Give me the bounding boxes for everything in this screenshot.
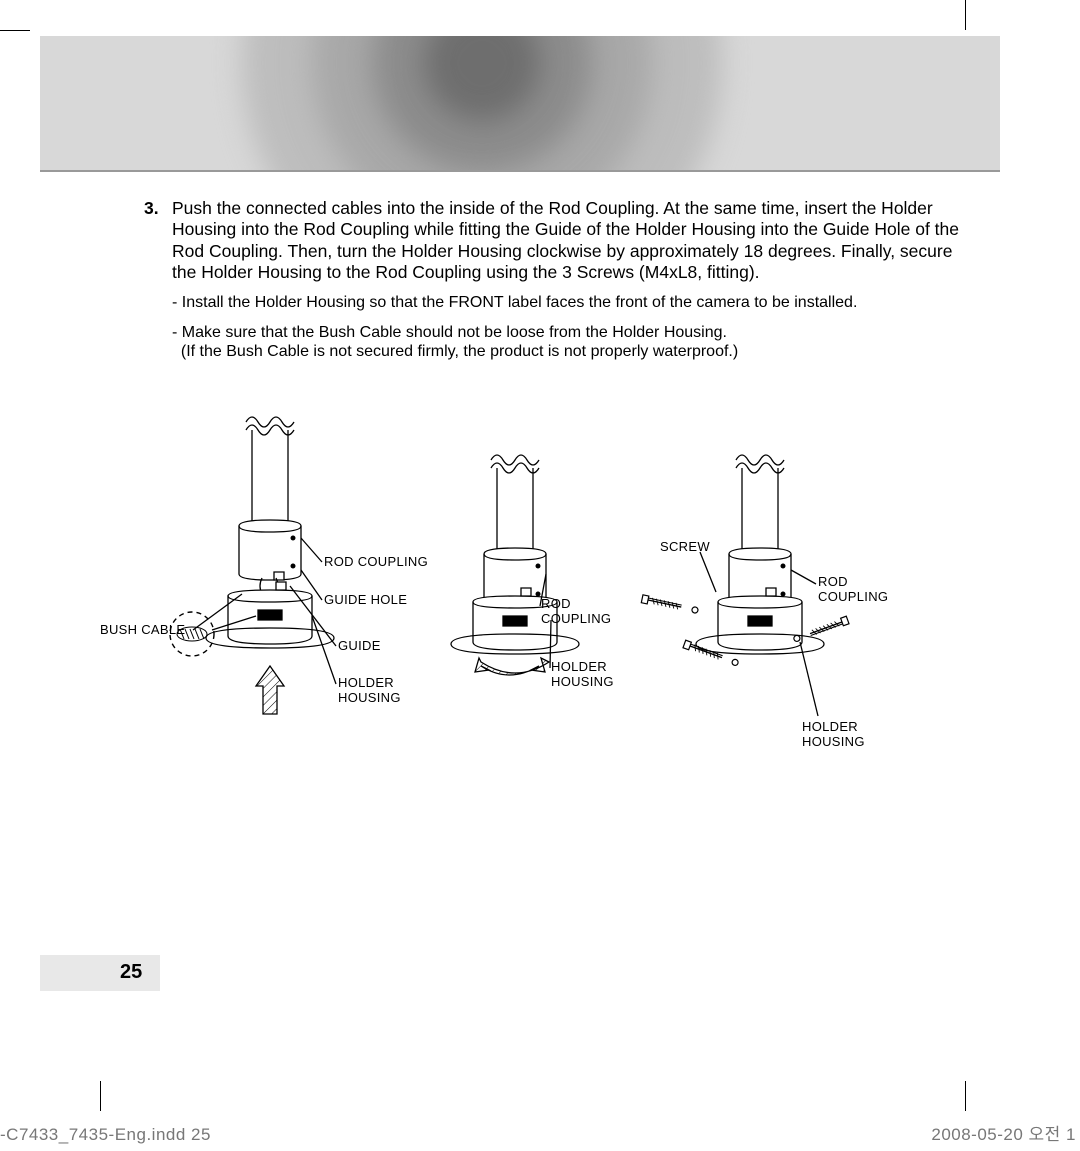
instruction-body: 3. Push the connected cables into the in… [144, 198, 962, 362]
footer-left: -C7433_7435-Eng.indd 25 [0, 1125, 211, 1145]
header-banner [40, 36, 1000, 172]
footer-right: 2008-05-20 오전 1 [931, 1120, 1076, 1145]
label-holder-housing-2: HOLDER HOUSING [551, 660, 614, 690]
label-holder-housing-1: HOLDER HOUSING [338, 676, 401, 706]
step-text: Push the connected cables into the insid… [172, 198, 962, 283]
step-sub-1: - Install the Holder Housing so that the… [144, 293, 962, 313]
label-screw: SCREW [660, 540, 710, 555]
label-guide: GUIDE [338, 639, 381, 654]
step-sub-2a: - Make sure that the Bush Cable should n… [172, 324, 727, 341]
step-sub-2: - Make sure that the Bush Cable should n… [144, 323, 962, 362]
label-rod-coupling-3: ROD COUPLING [818, 575, 888, 605]
label-bush-cable: BUSH CABLE [100, 623, 185, 638]
step-number: 3. [144, 198, 172, 283]
label-holder-housing-3: HOLDER HOUSING [802, 720, 865, 750]
step-3: 3. Push the connected cables into the in… [144, 198, 962, 283]
label-guide-hole: GUIDE HOLE [324, 593, 407, 608]
page-number: 25 [120, 961, 142, 984]
label-rod-coupling-1: ROD COUPLING [324, 555, 428, 570]
diagram-area: ROD COUPLING GUIDE HOLE BUSH CABLE GUIDE… [100, 410, 980, 790]
label-rod-coupling-2: ROD COUPLING [541, 597, 611, 627]
step-sub-2b: (If the Bush Cable is not secured firmly… [181, 343, 738, 360]
